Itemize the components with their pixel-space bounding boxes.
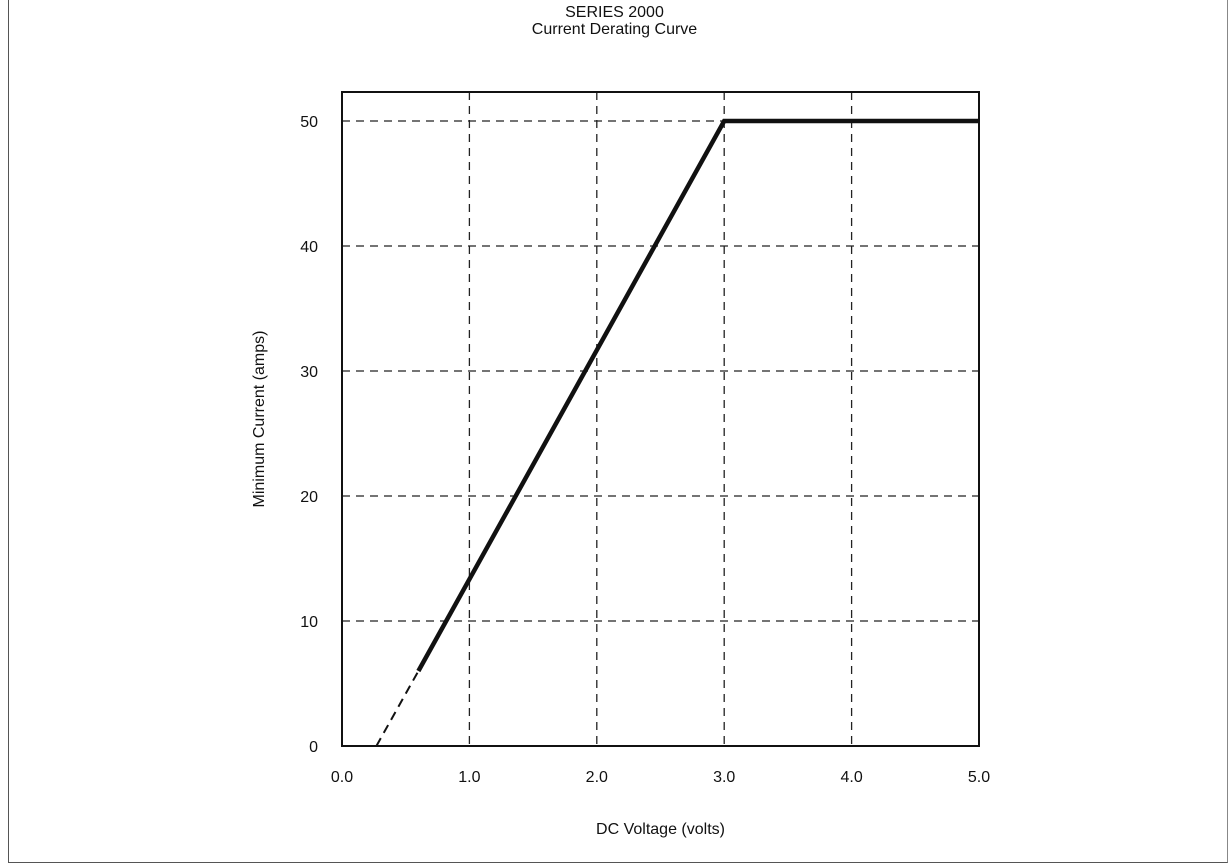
y-tick-label: 30 xyxy=(300,364,318,381)
x-tick-label: 0.0 xyxy=(331,769,353,786)
chart-title: SERIES 2000 xyxy=(565,4,664,21)
series-layer xyxy=(375,118,979,747)
figure-frame xyxy=(8,0,1228,863)
x-tick-label: 1.0 xyxy=(458,769,480,786)
y-tick-label: 50 xyxy=(300,114,318,131)
chart-title-block: SERIES 2000 Current Derating Curve xyxy=(0,4,1229,38)
series-line-derating-curve xyxy=(416,118,979,673)
tick-labels: 0.0 1.0 2.0 3.0 4.0 5.0 0 10 20 30 40 50 xyxy=(300,114,990,786)
x-axis-label: DC Voltage (volts) xyxy=(596,821,725,838)
x-tick-label: 3.0 xyxy=(713,769,735,786)
chart-subtitle: Current Derating Curve xyxy=(531,21,698,38)
y-axis-label: Minimum Current (amps) xyxy=(251,331,268,508)
y-tick-label: 0 xyxy=(309,739,318,756)
plot-area-border xyxy=(341,91,980,747)
grid-layer xyxy=(342,92,979,746)
y-tick-label: 20 xyxy=(300,489,318,506)
x-tick-label: 4.0 xyxy=(840,769,862,786)
y-tick-label: 10 xyxy=(300,614,318,631)
x-tick-label: 2.0 xyxy=(586,769,608,786)
x-tick-label: 5.0 xyxy=(968,769,990,786)
y-tick-label: 40 xyxy=(300,239,318,256)
series-line-extrapolated xyxy=(375,670,420,747)
